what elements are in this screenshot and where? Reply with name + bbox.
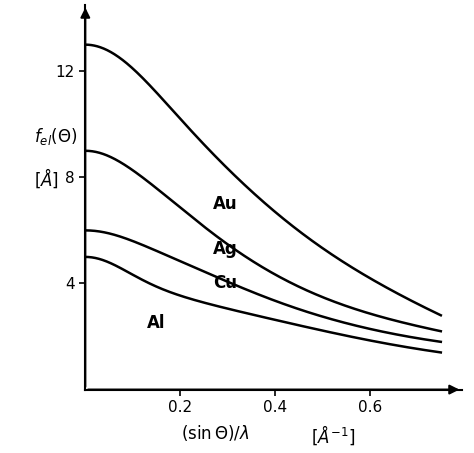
Text: Au: Au [213,195,238,213]
Text: Cu: Cu [213,275,237,293]
Text: $[\AA^{-1}]$: $[\AA^{-1}]$ [311,423,356,447]
Text: Ag: Ag [213,240,238,258]
Text: $f_{el}(\Theta)$: $f_{el}(\Theta)$ [34,126,77,148]
Text: $(\sin\Theta)/\lambda$: $(\sin\Theta)/\lambda$ [181,423,249,443]
Text: $[\AA]$: $[\AA]$ [34,166,58,190]
Text: Al: Al [147,314,165,332]
